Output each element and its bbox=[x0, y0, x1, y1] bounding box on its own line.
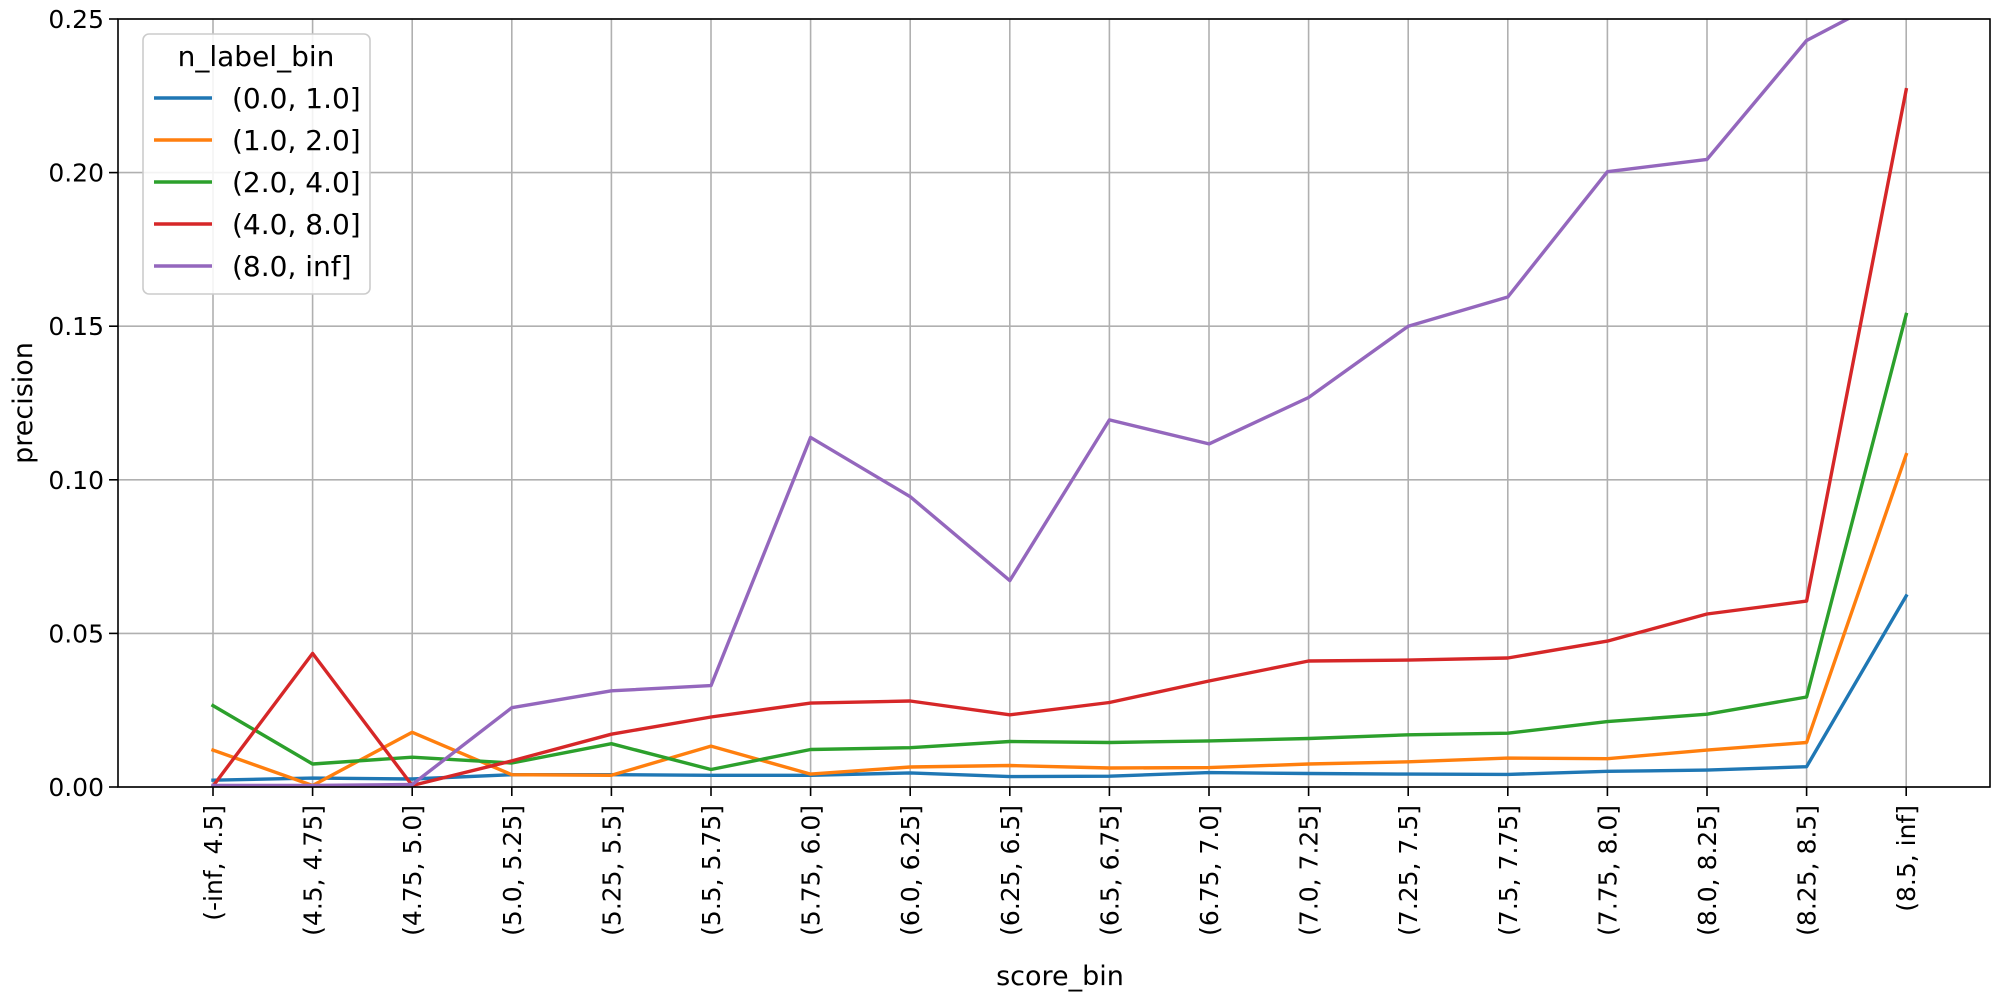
legend-entry: (0.0, 1.0] bbox=[232, 82, 361, 115]
x-tick-label: (7.75, 8.0] bbox=[1593, 805, 1622, 936]
x-tick-label: (6.75, 7.0] bbox=[1195, 805, 1224, 936]
x-axis-label: score_bin bbox=[996, 961, 1124, 992]
y-tick-label: 0.05 bbox=[48, 619, 104, 648]
x-tick-label: (5.5, 5.75] bbox=[697, 805, 726, 936]
x-tick-label: (5.75, 6.0] bbox=[797, 805, 826, 936]
series-lines bbox=[210, 19, 1909, 787]
x-tick-label: (6.5, 6.75] bbox=[1095, 805, 1124, 936]
y-tick-label: 0.20 bbox=[48, 159, 104, 188]
x-tick-label: (8.0, 8.25] bbox=[1693, 805, 1722, 936]
legend: n_label_bin (0.0, 1.0] (1.0, 2.0] (2.0, 4.… bbox=[142, 33, 371, 295]
x-tick-label: (7.5, 7.75] bbox=[1494, 805, 1523, 936]
y-tick-label: 0.10 bbox=[48, 466, 104, 495]
x-axis-ticks: (-inf, 4.5] (4.5, 4.75] (4.75, 5.0] (5.0, 5… bbox=[199, 787, 1921, 936]
y-axis-ticks: 0.00 0.05 0.10 0.15 0.20 0.25 bbox=[48, 5, 118, 802]
y-tick-label: 0.00 bbox=[48, 773, 104, 802]
x-tick-label: (4.5, 4.75] bbox=[299, 805, 328, 936]
x-tick-label: (-inf, 4.5] bbox=[199, 805, 228, 921]
x-tick-label: (8.5, inf] bbox=[1892, 805, 1921, 912]
series-line-5 bbox=[211, 19, 1852, 787]
y-tick-label: 0.15 bbox=[48, 312, 104, 341]
x-tick-label: (4.75, 5.0] bbox=[398, 805, 427, 936]
legend-title: n_label_bin bbox=[178, 40, 335, 73]
x-tick-label: (5.25, 5.5] bbox=[597, 805, 626, 936]
legend-entry: (2.0, 4.0] bbox=[232, 166, 361, 199]
x-tick-label: (7.0, 7.25] bbox=[1295, 805, 1324, 936]
series-line-4 bbox=[210, 87, 1909, 787]
y-tick-label: 0.25 bbox=[48, 5, 104, 34]
x-tick-label: (8.25, 8.5] bbox=[1793, 805, 1822, 936]
x-tick-label: (6.25, 6.5] bbox=[996, 805, 1025, 936]
y-axis-label: precision bbox=[8, 342, 39, 464]
series-line-2 bbox=[210, 452, 1909, 787]
grid-lines bbox=[118, 18, 1990, 788]
x-tick-label: (7.25, 7.5] bbox=[1394, 805, 1423, 936]
legend-entry: (8.0, inf] bbox=[232, 250, 352, 283]
legend-entry: (1.0, 2.0] bbox=[232, 124, 361, 157]
legend-entry: (4.0, 8.0] bbox=[232, 208, 361, 241]
series-line-1 bbox=[211, 593, 1909, 782]
series-line-3 bbox=[210, 312, 1909, 772]
plot-frame bbox=[117, 18, 1991, 788]
x-tick-label: (6.0, 6.25] bbox=[896, 805, 925, 936]
x-tick-label: (5.0, 5.25] bbox=[498, 805, 527, 936]
